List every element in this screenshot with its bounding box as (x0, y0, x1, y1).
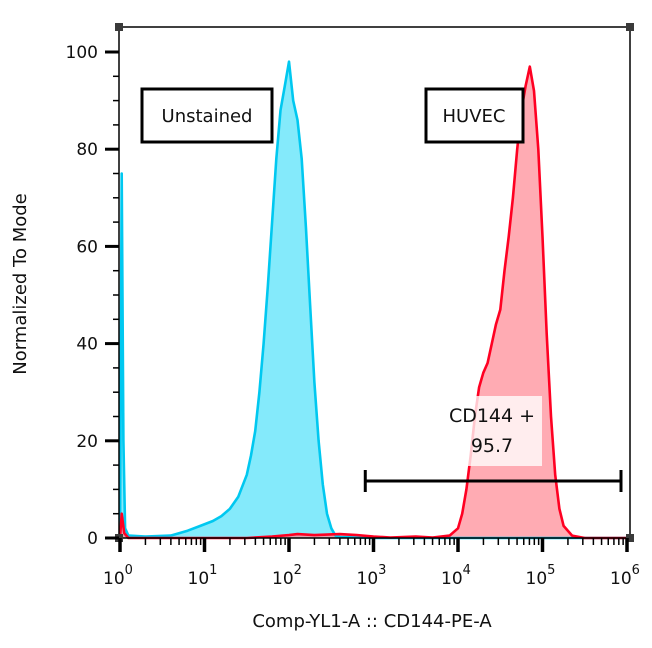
cd144-positive-gate[interactable]: CD144 + 95.7 (363, 396, 623, 492)
unstained-label-box (140, 87, 274, 144)
gate-name-label: CD144 + (449, 405, 535, 427)
x-tick-label: 106 (610, 563, 640, 589)
y-axis-title: Normalized To Mode (10, 193, 31, 375)
x-axis-ticks: 100 101 102 103 104 105 106 (103, 538, 640, 589)
gate-label-background (438, 396, 542, 466)
x-tick-label: 101 (188, 563, 218, 589)
huvec-label[interactable]: HUVEC (424, 87, 525, 144)
resize-handle-bottom-right[interactable] (626, 534, 634, 542)
x-tick-label: 104 (441, 563, 471, 589)
resize-handle-top-left[interactable] (115, 23, 123, 31)
y-tick-label: 40 (76, 335, 98, 355)
y-tick-label: 100 (66, 43, 98, 63)
unstained-label-text: Unstained (162, 106, 253, 127)
x-tick-label: 103 (357, 563, 387, 589)
x-tick-label: 102 (272, 563, 302, 589)
y-tick-label: 20 (76, 432, 98, 452)
resize-handle-top-right[interactable] (626, 23, 634, 31)
unstained-label[interactable]: Unstained (140, 87, 274, 144)
huvec-label-box (424, 87, 525, 144)
huvec-label-text: HUVEC (443, 106, 506, 127)
unstained-histogram-line[interactable] (118, 60, 630, 540)
x-axis-title: Comp-YL1-A :: CD144-PE-A (252, 611, 492, 632)
gate-percentage-label: 95.7 (471, 435, 513, 457)
x-tick-label: 100 (103, 563, 133, 589)
y-axis-ticks: 0 20 40 60 80 100 (66, 43, 119, 549)
huvec-histogram-line[interactable] (118, 65, 630, 540)
x-tick-label: 105 (526, 563, 556, 589)
y-tick-label: 80 (76, 140, 98, 160)
y-tick-label: 0 (87, 529, 98, 549)
y-tick-label: 60 (76, 237, 98, 257)
